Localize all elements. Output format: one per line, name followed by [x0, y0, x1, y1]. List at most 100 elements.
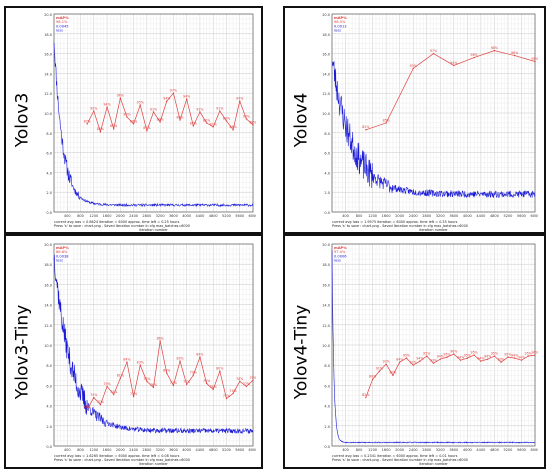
map-data-label: 72%: [130, 392, 137, 396]
y-tick-label: 12.0: [44, 92, 52, 96]
training-chart-yolov3: 0.0 2.0 4.0 6.0 8.0 10.0 12.0 14.0 16.0 18.0 20.0 4…: [40, 10, 256, 232]
y-tick-label: 6.0: [324, 384, 330, 388]
map-data-label: 95%: [491, 352, 498, 356]
y-tick-label: 6.0: [46, 152, 52, 156]
map-data-label: 98%: [491, 46, 498, 50]
y-tick-label: 16.0: [44, 283, 52, 287]
plot-border: [53, 13, 254, 213]
y-tick-label: 0.0: [46, 211, 52, 215]
map-point: [473, 354, 475, 356]
map-point: [385, 122, 387, 124]
map-data-label: 76%: [150, 383, 157, 387]
x-tick-label: 6000: [249, 214, 256, 218]
map-data-label: 95%: [504, 353, 511, 357]
y-tick-label: 16.0: [44, 53, 52, 57]
loss-series-line: [331, 60, 536, 199]
map-point: [126, 361, 128, 363]
y-tick-label: 8.0: [324, 364, 330, 368]
map-data-label: 94%: [104, 102, 111, 106]
map-point: [252, 124, 254, 126]
y-tick-label: 18.0: [44, 33, 52, 37]
map-data-label: 89%: [369, 375, 376, 379]
map-data-label: 92%: [90, 106, 97, 110]
x-tick-label: 5200: [222, 448, 231, 452]
y-tick-label: 10.0: [44, 112, 52, 116]
legend-entry: mAP%: [334, 246, 347, 250]
map-data-label: 89%: [223, 116, 230, 120]
x-tick-label: 2800: [142, 214, 151, 218]
y-tick-label: 12.0: [44, 324, 52, 328]
map-data-label: 94%: [416, 357, 423, 361]
map-data-label: 94%: [183, 95, 190, 99]
map-point: [225, 397, 228, 400]
loss-series-line: [53, 42, 254, 208]
map-data-label: 95%: [464, 354, 471, 358]
x-tick-label: 1200: [89, 214, 98, 218]
map-data-label: 84%: [196, 353, 203, 357]
x-tick-label: 3600: [449, 214, 458, 218]
map-point: [245, 118, 248, 120]
legend-entry: mAP%: [56, 16, 69, 20]
x-tick-label: 2400: [409, 214, 418, 218]
x-tick-label: 400: [342, 448, 349, 452]
map-data-label: 86%: [157, 336, 164, 340]
y-tick-label: 8.0: [46, 132, 52, 136]
x-tick-label: 2000: [395, 214, 404, 218]
x-tick-label: 2800: [422, 448, 431, 452]
y-tick-label: 0.0: [324, 211, 330, 215]
y-tick-label: 8.0: [324, 132, 330, 136]
map-series-line: [86, 340, 254, 410]
map-point: [405, 357, 408, 359]
map-point: [507, 356, 509, 358]
map-point: [239, 380, 241, 383]
x-tick-label: 800: [77, 448, 84, 452]
y-tick-label: 14.0: [322, 304, 330, 308]
map-point: [239, 100, 241, 102]
x-tick-label: 4000: [182, 448, 191, 452]
x-tick-label: 1200: [368, 448, 377, 452]
footer-line: current avg loss = 1.9975 iteration = 60…: [332, 220, 458, 224]
footer-line: current avg loss = 0.8624 iteration = 60…: [54, 220, 180, 224]
map-data-label: 77%: [243, 382, 250, 386]
x-tick-label: 4000: [182, 214, 191, 218]
map-point: [166, 100, 168, 102]
map-data-label: 96%: [511, 51, 518, 55]
map-data-label: 95%: [525, 352, 532, 356]
x-tick-label: 1600: [382, 214, 391, 218]
map-point: [179, 360, 181, 362]
y-tick-label: 14.0: [44, 304, 52, 308]
map-data-label: 91%: [376, 367, 383, 371]
map-data-label: 93%: [430, 359, 437, 363]
map-point: [159, 121, 161, 123]
map-data-label: 93%: [498, 358, 505, 362]
map-data-label: 80%: [216, 367, 223, 371]
map-data-label: 96%: [117, 94, 124, 98]
map-data-label: 71%: [97, 400, 104, 404]
map-point: [159, 340, 161, 342]
x-tick-label: 3200: [436, 448, 445, 452]
map-data-label: 85%: [97, 127, 104, 131]
plot-border: [331, 13, 536, 213]
map-data-label: 94%: [518, 356, 525, 360]
y-tick-label: 20.0: [44, 243, 52, 247]
map-data-label: 72%: [223, 394, 230, 398]
x-tick-label: 6000: [531, 448, 538, 452]
map-data-label: 87%: [143, 126, 150, 130]
y-tick-label: 20.0: [322, 243, 330, 247]
y-tick-label: 10.0: [322, 344, 330, 348]
y-tick-label: 16.0: [322, 283, 330, 287]
x-tick-label: 400: [64, 214, 71, 218]
map-point: [412, 67, 414, 70]
map-data-label: 68%: [84, 405, 91, 409]
map-data-label: 87%: [190, 121, 197, 125]
map-data-label: 93%: [383, 360, 390, 364]
training-chart-yolov4-tiny: 0.0 2.0 4.0 6.0 8.0 10.0 12.0 14.0 16.0 18.0 20.0 4…: [318, 240, 538, 466]
map-point: [432, 362, 435, 364]
model-label-text: Yolov4-Tiny: [291, 304, 311, 399]
map-point: [119, 97, 122, 99]
map-data-label: 89%: [176, 115, 183, 119]
map-data-label: 94%: [511, 354, 518, 358]
map-data-label: 78%: [236, 377, 243, 381]
map-data-label: 95%: [471, 351, 478, 355]
map-data-label: 96%: [471, 53, 478, 57]
